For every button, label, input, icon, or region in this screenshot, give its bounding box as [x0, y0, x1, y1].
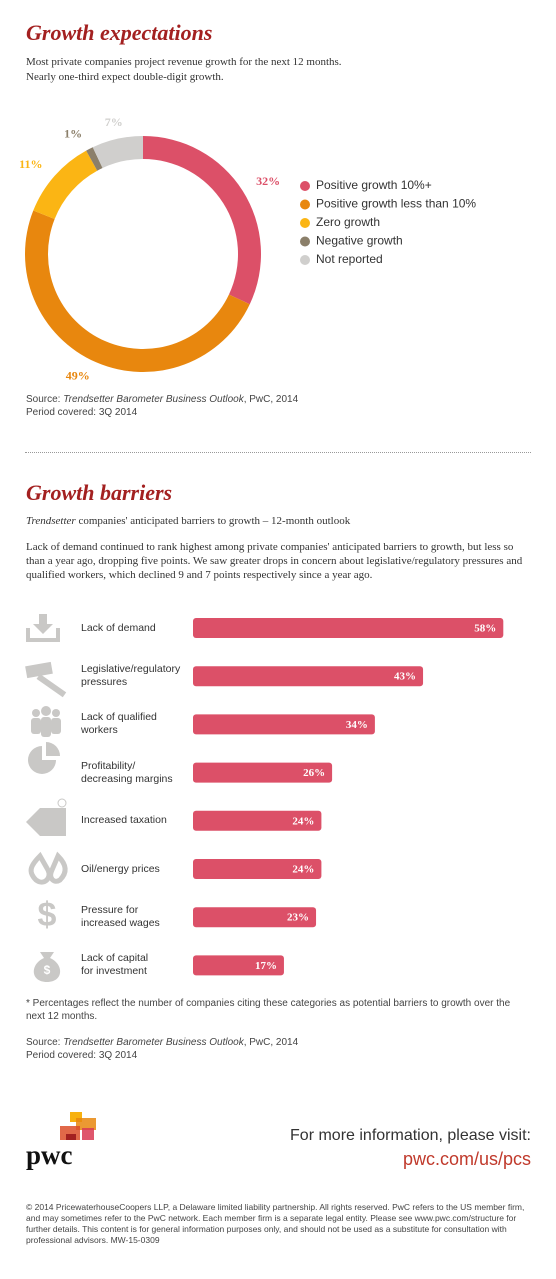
value-label: 7% — [105, 115, 123, 129]
donut-segment — [33, 150, 98, 220]
subtitle-rest: companies' anticipated barriers to growt… — [78, 515, 351, 527]
legend-label: Zero growth — [316, 215, 380, 229]
source: Source: Trendsetter Barometer Business O… — [26, 393, 298, 406]
bar — [193, 762, 333, 783]
subtitle: Nearly one-third expect double-digit gro… — [26, 71, 224, 83]
section-title: Growth barriers — [26, 480, 173, 505]
subtitle-italic: Trendsetter — [26, 515, 76, 527]
legend-swatch — [300, 199, 310, 210]
source-title: Trendsetter Barometer Business Outlook — [63, 394, 244, 405]
source-suffix: , PwC, 2014 — [243, 1037, 299, 1048]
source-title: Trendsetter Barometer Business Outlook — [63, 1037, 244, 1048]
logo-block — [66, 1134, 76, 1140]
logo — [60, 1112, 96, 1140]
value-label: 26% — [303, 767, 325, 779]
bar — [193, 859, 322, 879]
divider — [25, 452, 531, 453]
logo-text: pwc — [26, 1140, 73, 1170]
donut-segment — [25, 210, 250, 372]
value-label: 58% — [474, 623, 496, 635]
bar — [193, 666, 424, 687]
icon-pie — [28, 742, 60, 774]
bar-chart: $ $ 58% 43% 34% 26% 24% 24% 23% 17% — [25, 614, 504, 982]
legend-label: Positive growth less than 10% — [316, 197, 476, 211]
value-label: 11% — [19, 157, 42, 171]
category-label: Lack of demand — [81, 621, 156, 634]
category-label: Pressure for increased wages — [81, 904, 160, 930]
icon-gavel — [25, 661, 67, 698]
logo-block — [70, 1112, 82, 1122]
donut-segment — [92, 136, 143, 169]
legend-swatch — [300, 181, 310, 191]
cta: For more information, please visit: — [290, 1127, 531, 1144]
icon-download — [26, 614, 60, 642]
icon-drops — [28, 851, 68, 885]
legend-swatch — [300, 218, 310, 228]
bar — [193, 810, 322, 831]
source: Source: Trendsetter Barometer Business O… — [26, 1036, 298, 1049]
category-label: Oil/energy prices — [81, 862, 160, 875]
icons: $ $ — [25, 614, 68, 982]
icon-moneybag: $ — [33, 952, 61, 982]
source-suffix: , PwC, 2014 — [243, 394, 299, 405]
subtitle: Trendsetter companies' anticipated barri… — [26, 514, 350, 528]
donut-chart: 32% Positive growth 10%+ 49% Positive growt… — [19, 115, 476, 383]
svg-text:$: $ — [44, 963, 51, 977]
legend-swatch — [300, 255, 310, 265]
copyright: © 2014 PricewaterhouseCoopers LLP, a Del… — [26, 1202, 525, 1245]
icon-tag — [26, 798, 67, 836]
category-label: Profitability/ decreasing margins — [81, 759, 173, 785]
bar — [193, 714, 375, 735]
legend-label: Negative growth — [316, 234, 403, 248]
period: Period covered: 3Q 2014 — [26, 1050, 138, 1061]
donut-segment — [143, 136, 261, 305]
bar — [193, 955, 284, 976]
legend-label: Positive growth 10%+ — [316, 178, 432, 192]
category-label: Lack of qualified workers — [81, 711, 157, 737]
value-label: 24% — [292, 864, 314, 876]
category-label: Lack of capital for investment — [81, 952, 149, 978]
category-label: Increased taxation — [81, 814, 167, 827]
description: Lack of demand continued to rank highest… — [26, 541, 523, 581]
icon-people — [31, 706, 61, 737]
value-label: 24% — [292, 815, 314, 827]
subtitle: Most private companies project revenue g… — [26, 56, 342, 68]
svg-text:$: $ — [38, 896, 57, 934]
legend-swatch — [300, 236, 310, 247]
icon-dollar: $ — [38, 896, 57, 934]
value-label: 43% — [394, 671, 416, 683]
section-title: Growth expectations — [26, 20, 213, 45]
value-label: 32% — [256, 174, 280, 188]
footnote: * Percentages reflect the number of comp… — [26, 998, 511, 1022]
source-prefix: Source: — [26, 1037, 61, 1048]
value-label: 49% — [66, 369, 90, 383]
bar — [193, 618, 504, 638]
period: Period covered: 3Q 2014 — [26, 407, 138, 418]
value-label: 17% — [255, 960, 277, 972]
bar — [193, 907, 317, 928]
category-label: Legislative/regulatory pressures — [81, 663, 181, 689]
donut-segment — [86, 147, 103, 171]
value-label: 1% — [64, 126, 82, 140]
source-prefix: Source: — [26, 394, 61, 405]
value-label: 23% — [287, 912, 309, 924]
legend-label: Not reported — [316, 252, 383, 266]
link[interactable]: pwc.com/us/pcs — [402, 1149, 531, 1169]
value-label: 34% — [346, 719, 368, 731]
logo-block — [82, 1128, 94, 1140]
logo-block — [76, 1118, 96, 1130]
